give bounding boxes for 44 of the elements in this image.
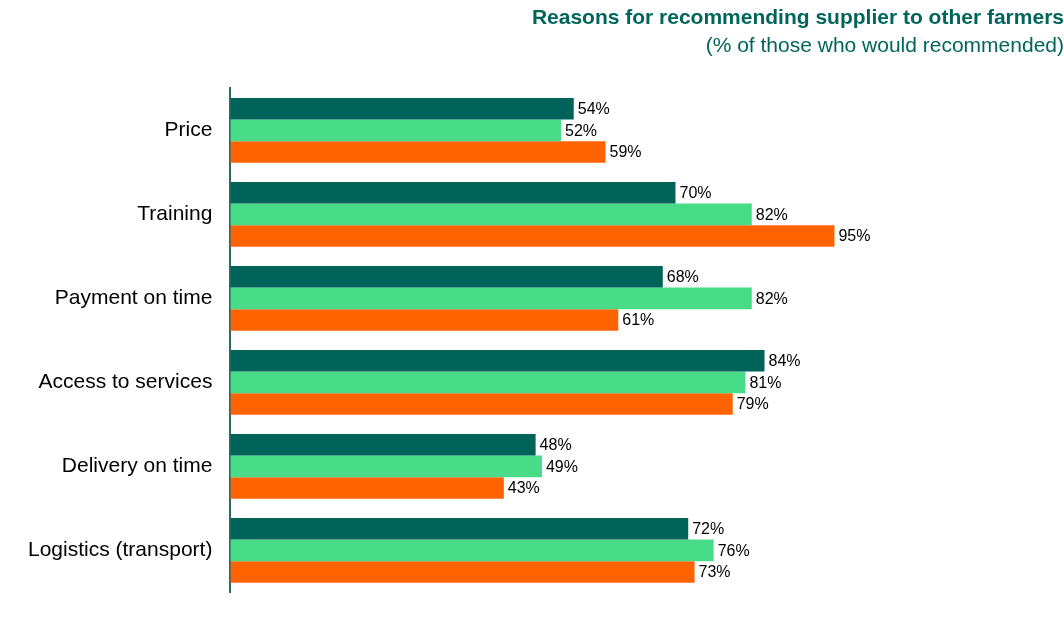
data-label: 72% (692, 520, 725, 538)
y-tick-label: Price (164, 117, 213, 141)
data-label: 70% (679, 184, 712, 202)
bar (230, 477, 504, 499)
data-label: 82% (755, 205, 788, 223)
data-label: 81% (749, 373, 782, 391)
data-label: 79% (736, 395, 769, 413)
bar (230, 266, 663, 288)
bar (230, 119, 562, 142)
data-label: 52% (565, 121, 598, 139)
bar (230, 98, 574, 120)
data-label: 48% (539, 436, 572, 454)
bar (230, 455, 542, 478)
bar (230, 371, 746, 394)
bar (230, 141, 606, 163)
data-label: 95% (838, 227, 871, 245)
data-label: 73% (698, 563, 731, 581)
data-label: 82% (755, 289, 788, 307)
data-label: 76% (717, 541, 750, 559)
bar (230, 350, 765, 372)
data-label: 61% (622, 311, 655, 329)
bar (230, 309, 619, 331)
bar (230, 203, 752, 226)
bar (230, 393, 733, 415)
bar (230, 539, 714, 562)
bar (230, 225, 835, 247)
text: (% of those who would recommended) (705, 32, 1064, 56)
bar (230, 182, 676, 204)
bar (230, 434, 536, 456)
y-tick-label: Logistics (transport) (27, 537, 213, 561)
bar (230, 561, 695, 583)
y-tick-label: Training (137, 201, 213, 225)
data-label: 43% (507, 479, 540, 497)
bar (230, 287, 752, 310)
bar (230, 518, 689, 540)
data-label: 68% (666, 268, 699, 286)
y-tick-label: Payment on time (54, 285, 213, 309)
y-tick-label: Delivery on time (61, 453, 213, 477)
data-label: 54% (577, 100, 610, 118)
data-label: 84% (768, 352, 801, 370)
data-label: 49% (545, 457, 578, 475)
data-label: 59% (609, 143, 642, 161)
chart-title: Reasons for recommending supplier to other farmers (531, 5, 1064, 29)
y-tick-label: Access to services (38, 369, 213, 393)
